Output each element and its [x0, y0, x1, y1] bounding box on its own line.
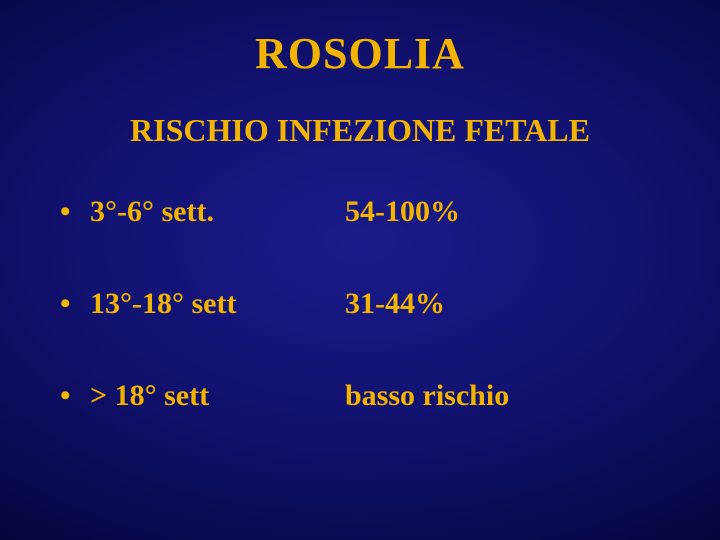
- list-item: • 3°-6° sett. 54-100%: [60, 195, 680, 229]
- list-item: • 13°-18° sett 31-44%: [60, 287, 680, 321]
- period-label: 13°-18° sett: [90, 287, 345, 321]
- risk-value: 31-44%: [345, 287, 680, 321]
- bullet-icon: •: [60, 379, 90, 413]
- period-label: 3°-6° sett.: [90, 195, 345, 229]
- period-label: > 18° sett: [90, 379, 345, 413]
- bullet-icon: •: [60, 287, 90, 321]
- list-item: • > 18° sett basso rischio: [60, 379, 680, 413]
- slide-title: ROSOLIA: [0, 28, 720, 79]
- slide: ROSOLIA RISCHIO INFEZIONE FETALE • 3°-6°…: [0, 0, 720, 540]
- risk-value: 54-100%: [345, 195, 680, 229]
- bullet-list: • 3°-6° sett. 54-100% • 13°-18° sett 31-…: [60, 195, 680, 413]
- bullet-icon: •: [60, 195, 90, 229]
- slide-subtitle: RISCHIO INFEZIONE FETALE: [0, 112, 720, 149]
- risk-value: basso rischio: [345, 379, 680, 413]
